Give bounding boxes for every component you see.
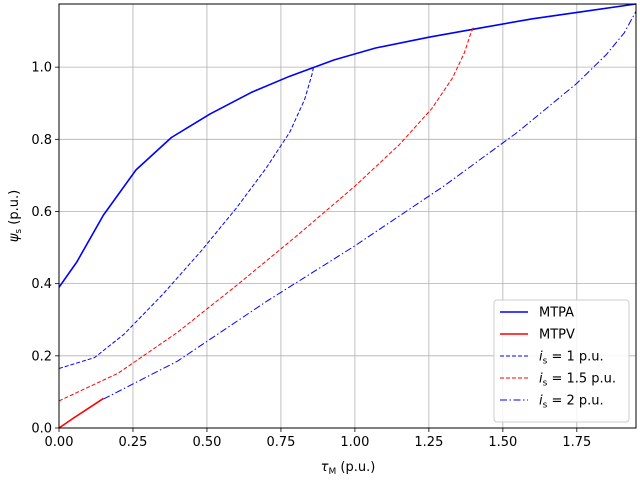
legend-box [493,299,630,423]
y-tick-label: 1.0 [31,61,52,76]
series-line-2 [58,66,314,369]
y-tick-label: 0.4 [31,277,52,292]
legend: MTPA MTPV is = 1 p.u. is = 1.5 p.u. is = 2 p… [493,299,630,423]
x-tick-label: 1.50 [488,435,517,450]
plot-frame [58,3,637,429]
series-line-0 [58,3,637,288]
x-tick-label: 0.00 [45,435,74,450]
y-tick-label: 0.0 [31,422,52,437]
x-tick-label: 0.50 [192,435,221,450]
x-tick-label: 0.25 [118,435,147,450]
y-tick-label: 0.8 [31,133,52,148]
x-axis: 0.00 0.25 0.50 0.75 1.00 1.25 1.50 1.75 [45,428,591,450]
y-axis: 0.0 0.2 0.4 0.6 0.8 1.0 [31,61,59,437]
legend-label: MTPA [539,306,574,321]
legend-label: MTPV [539,328,575,343]
x-axis-label: τM (p.u.) [321,460,376,477]
x-tick-label: 0.75 [266,435,295,450]
x-tick-label: 1.00 [340,435,369,450]
y-axis-label: ψs (p.u.) [7,190,24,242]
legend-label: is = 1 p.u. [539,350,604,367]
legend-label: is = 2 p.u. [539,394,604,411]
x-tick-label: 1.75 [562,435,591,450]
legend-label: is = 1.5 p.u. [539,372,616,389]
y-tick-label: 0.6 [31,205,52,220]
series-line-4 [103,10,637,400]
y-tick-label: 0.2 [31,349,52,364]
x-tick-label: 1.25 [414,435,443,450]
series-line-1 [58,397,104,429]
series-line-3 [58,27,474,402]
series-layer [58,3,637,429]
